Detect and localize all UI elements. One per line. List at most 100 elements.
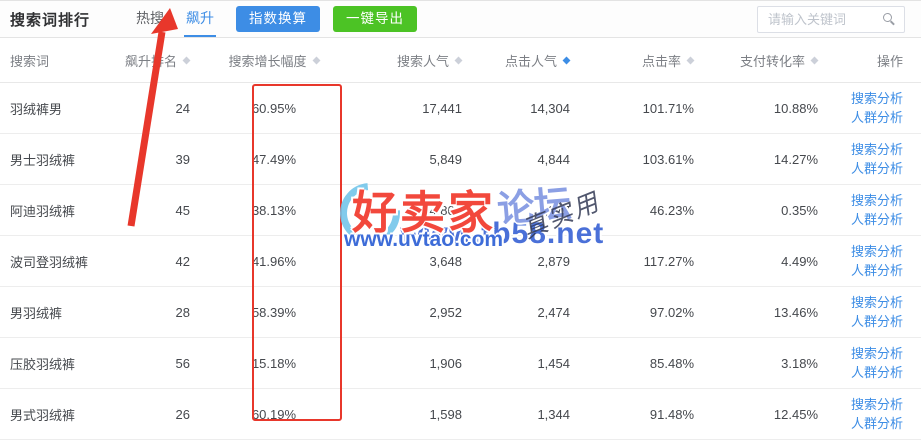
keyword-cell: 波司登羽绒裤 xyxy=(10,254,89,270)
sort-icon[interactable] xyxy=(562,56,571,64)
column-label: 点击人气 xyxy=(504,53,557,69)
rank-cell: 42 xyxy=(175,253,190,269)
click-popularity-cell: 4,844 xyxy=(537,151,570,167)
table-row: 男羽绒裤 28 58.39% 2,952 2,474 97.02% 13.46% 搜索分析 人群… xyxy=(0,287,921,338)
pay-conversion-cell: 12.45% xyxy=(773,406,818,422)
table-header-row: 搜索词 飙升排名 搜索增长幅度 搜索人气 点击人气 点击率 支付转化率 操作 xyxy=(0,38,921,83)
column-label: 操作 xyxy=(876,53,903,69)
search-analysis-link[interactable]: 搜索分析 xyxy=(850,396,903,412)
rank-cell: 28 xyxy=(175,304,190,320)
index-convert-button[interactable]: 指数换算 xyxy=(236,6,321,32)
sort-icon[interactable] xyxy=(312,56,320,64)
actions-cell: 搜索分析 人群分析 xyxy=(824,397,921,432)
actions-cell: 搜索分析 人群分析 xyxy=(824,91,921,126)
click-rate-cell: 117.27% xyxy=(643,253,694,269)
search-analysis-link[interactable]: 搜索分析 xyxy=(850,243,903,259)
column-label: 支付转化率 xyxy=(739,53,805,69)
table-body: 羽绒裤男 24 60.95% 17,441 14,304 101.71% 10.88% 搜索分… xyxy=(0,83,921,440)
ranking-table: 搜索词 飙升排名 搜索增长幅度 搜索人气 点击人气 点击率 支付转化率 操作 羽绒裤男 24 60… xyxy=(0,38,921,440)
actions-cell: 搜索分析 人群分析 xyxy=(824,142,921,177)
tab-hot-search[interactable]: 热搜 xyxy=(136,10,165,26)
actions-cell: 搜索分析 人群分析 xyxy=(824,244,921,279)
search-analysis-link[interactable]: 搜索分析 xyxy=(850,90,903,106)
crowd-analysis-link[interactable]: 人群分析 xyxy=(850,160,903,176)
pay-conversion-cell: 0.35% xyxy=(781,202,818,218)
search-analysis-link[interactable]: 搜索分析 xyxy=(850,294,903,310)
table-row: 压胶羽绒裤 56 15.18% 1,906 1,454 85.48% 3.18% 搜索分析人群… xyxy=(0,338,921,389)
column-header-2[interactable]: 飙升排名 xyxy=(115,51,200,70)
search-popularity-cell: 17,441 xyxy=(422,100,462,116)
column-label: 搜索词 xyxy=(10,53,50,69)
sort-icon[interactable] xyxy=(182,56,191,64)
sort-icon[interactable] xyxy=(810,56,819,64)
table-row: 男士羽绒裤 39 47.49% 5,849 4,844 103.61% 14.27% 搜索分析… xyxy=(0,134,921,185)
keyword-cell: 羽绒裤男 xyxy=(10,101,63,117)
search-icon[interactable] xyxy=(883,12,896,26)
crowd-analysis-link[interactable]: 人群分析 xyxy=(850,313,903,329)
actions-cell: 搜索分析 人群分析 xyxy=(824,346,921,381)
keyword-search-box[interactable] xyxy=(757,5,905,33)
actions-cell: 搜索分析 人群分析 xyxy=(824,295,921,330)
column-label: 点击率 xyxy=(641,53,681,69)
search-popularity-cell: 1,598 xyxy=(429,406,462,422)
rank-cell: 39 xyxy=(175,151,190,167)
column-header-4[interactable]: 搜索人气 xyxy=(348,51,468,70)
column-header-1: 搜索词 xyxy=(0,51,115,70)
column-header-8: 操作 xyxy=(824,51,921,70)
search-analysis-link[interactable]: 搜索分析 xyxy=(850,345,903,361)
crowd-analysis-link[interactable]: 人群分析 xyxy=(850,415,903,431)
growth-cell: 41.96% xyxy=(251,253,297,269)
pay-conversion-cell: 14.27% xyxy=(773,151,818,167)
click-rate-cell: 103.61% xyxy=(642,151,694,167)
search-popularity-cell: 2,952 xyxy=(429,304,462,320)
search-popularity-cell: 3,648 xyxy=(429,253,462,269)
sort-icon[interactable] xyxy=(686,56,695,64)
keyword-cell: 男羽绒裤 xyxy=(10,305,63,321)
growth-cell: 60.95% xyxy=(251,100,297,116)
keyword-search-input[interactable] xyxy=(766,10,883,28)
rank-cell: 45 xyxy=(175,202,190,218)
click-rate-cell: 101.71% xyxy=(642,100,694,116)
crowd-analysis-link[interactable]: 人群分析 xyxy=(850,364,903,380)
growth-cell: 47.49% xyxy=(251,151,297,167)
keyword-cell: 压胶羽绒裤 xyxy=(10,356,76,372)
sort-icon[interactable] xyxy=(454,56,463,64)
column-header-6[interactable]: 点击率 xyxy=(576,51,700,70)
column-label: 搜索人气 xyxy=(396,53,449,69)
column-header-3[interactable]: 搜索增长幅度 xyxy=(200,51,348,70)
pay-conversion-cell: 4.49% xyxy=(781,253,818,269)
growth-cell: 60.19% xyxy=(251,406,297,422)
crowd-analysis-link[interactable]: 人群分析 xyxy=(850,211,903,227)
keyword-cell: 男士羽绒裤 xyxy=(10,152,76,168)
column-label: 飙升排名 xyxy=(124,53,177,69)
keyword-cell: 男式羽绒裤 xyxy=(10,407,76,423)
table-row: 羽绒裤男 24 60.95% 17,441 14,304 101.71% 10.88% 搜索分… xyxy=(0,83,921,134)
rank-cell: 56 xyxy=(175,355,190,371)
growth-cell: 58.39% xyxy=(251,304,297,320)
table-row: 男式羽绒裤 26 60.19% 1,598 1,344 91.48% 12.45% 搜索分析人… xyxy=(0,389,921,440)
tab-soaring[interactable]: 飙升 xyxy=(184,1,217,37)
pay-conversion-cell: 3.18% xyxy=(781,355,818,371)
actions-cell: 搜索分析 人群分析 xyxy=(824,193,921,228)
table-row: 阿迪羽绒裤 45 38.13% 4,801 3,377 46.23% 0.35% 搜索分析 人群… xyxy=(0,185,921,236)
keyword-cell: 阿迪羽绒裤 xyxy=(10,203,76,219)
column-header-5[interactable]: 点击人气 xyxy=(468,51,576,70)
search-analysis-link[interactable]: 搜索分析 xyxy=(850,192,903,208)
click-popularity-cell: 2,879 xyxy=(537,253,570,269)
click-popularity-cell: 3,377 xyxy=(537,202,570,218)
one-click-export-button[interactable]: 一键导出 xyxy=(333,6,418,32)
click-popularity-cell: 2,474 xyxy=(537,304,570,320)
column-header-7[interactable]: 支付转化率 xyxy=(700,51,824,70)
crowd-analysis-link[interactable]: 人群分析 xyxy=(850,262,903,278)
growth-cell: 38.13% xyxy=(251,202,297,218)
search-analysis-link[interactable]: 搜索分析 xyxy=(850,141,903,157)
toolbar: 搜索词排行 热搜 飙升 指数换算 一键导出 xyxy=(0,0,921,38)
search-popularity-cell: 5,849 xyxy=(429,151,462,167)
search-popularity-cell: 4,801 xyxy=(429,202,462,218)
click-popularity-cell: 1,344 xyxy=(537,406,570,422)
click-popularity-cell: 1,454 xyxy=(537,355,570,371)
growth-cell: 15.18% xyxy=(251,355,297,371)
click-rate-cell: 85.48% xyxy=(649,355,694,371)
search-popularity-cell: 1,906 xyxy=(429,355,462,371)
crowd-analysis-link[interactable]: 人群分析 xyxy=(850,109,903,125)
